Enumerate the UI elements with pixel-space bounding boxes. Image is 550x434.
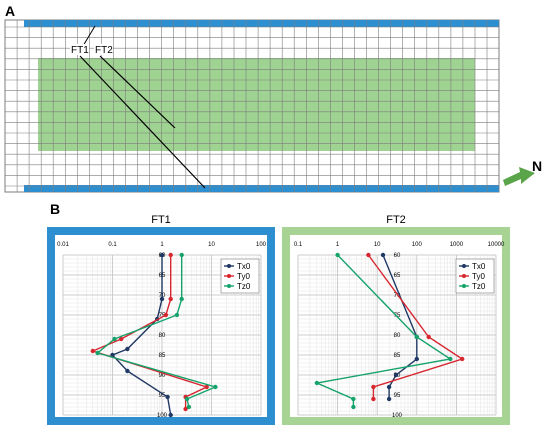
ft2-line-label: FT2 bbox=[95, 45, 113, 56]
legend-label: Ty0 bbox=[472, 272, 485, 281]
data-point-tz0 bbox=[448, 356, 453, 362]
data-point-ty0 bbox=[366, 252, 371, 258]
data-point-tx0 bbox=[414, 356, 419, 362]
legend-label: Tx0 bbox=[472, 262, 486, 271]
ft1-line-label: FT1 bbox=[71, 45, 89, 56]
data-point-ty0 bbox=[168, 252, 173, 258]
y-tick-label: 85 bbox=[159, 353, 166, 359]
data-point-tz0 bbox=[179, 252, 184, 258]
data-point-tx0 bbox=[159, 252, 165, 258]
data-point-tx0 bbox=[165, 394, 170, 400]
y-tick-label: 70 bbox=[394, 293, 401, 299]
ft2-label-bg bbox=[94, 44, 113, 55]
y-tick-label: 85 bbox=[394, 353, 401, 359]
x-tick-label: 0.1 bbox=[294, 242, 303, 248]
data-point-ty0 bbox=[371, 384, 376, 390]
legend-swatch-marker bbox=[462, 274, 466, 278]
data-point-tx0 bbox=[386, 396, 392, 402]
y-tick-label: 100 bbox=[392, 413, 403, 419]
x-tick-label: 10 bbox=[208, 242, 215, 248]
x-tick-label: 100 bbox=[256, 242, 267, 248]
data-point-tz0 bbox=[186, 404, 192, 410]
y-tick-label: 60 bbox=[394, 253, 401, 259]
data-point-tz0 bbox=[184, 396, 190, 402]
data-point-ty0 bbox=[119, 336, 124, 342]
ft1-line bbox=[79, 55, 206, 189]
data-point-tx0 bbox=[110, 352, 115, 358]
data-point-ty0 bbox=[168, 296, 173, 302]
ft1-chart-title: FT1 bbox=[151, 214, 171, 226]
north-label: N bbox=[532, 158, 542, 174]
data-point-tz0 bbox=[351, 404, 356, 410]
data-point-tx0 bbox=[125, 346, 130, 352]
legend-label: Tz0 bbox=[237, 282, 251, 291]
data-point-tz0 bbox=[179, 296, 184, 302]
y-tick-label: 65 bbox=[394, 273, 401, 279]
panel-b-label: B bbox=[50, 201, 61, 217]
data-point-tz0 bbox=[112, 336, 117, 342]
data-point-ty0 bbox=[204, 384, 209, 390]
data-point-tz0 bbox=[314, 380, 320, 386]
data-point-tz0 bbox=[351, 396, 356, 402]
x-tick-label: 10 bbox=[374, 242, 381, 248]
y-tick-label: 80 bbox=[159, 333, 166, 339]
legend-swatch-marker bbox=[462, 264, 466, 268]
y-tick-label: 100 bbox=[157, 413, 168, 419]
data-point-tz0 bbox=[95, 350, 100, 356]
data-point-tx0 bbox=[159, 296, 165, 302]
y-tick-label: 80 bbox=[394, 333, 401, 339]
x-tick-label: 0.1 bbox=[108, 242, 117, 248]
panel-a-label: A bbox=[5, 3, 15, 19]
data-point-ty0 bbox=[426, 334, 431, 340]
data-point-ty0 bbox=[460, 356, 465, 362]
ft1-label-bg bbox=[70, 44, 89, 55]
legend-swatch-marker bbox=[462, 284, 466, 288]
ft2-chart: 0.11101001000100006065707580859095100Tx0… bbox=[282, 227, 510, 425]
data-point-tz0 bbox=[213, 384, 218, 390]
data-point-tx0 bbox=[125, 368, 130, 374]
x-tick-label: 1 bbox=[336, 242, 340, 248]
x-tick-label: 1 bbox=[160, 242, 164, 248]
y-tick-label: 95 bbox=[394, 393, 401, 399]
data-point-ty0 bbox=[163, 312, 169, 318]
site-grid bbox=[4, 20, 500, 192]
x-tick-label: 100 bbox=[412, 242, 423, 248]
panel-a-site-map: A FT1 FT2 N bbox=[4, 3, 542, 193]
series-line-tx0 bbox=[111, 255, 172, 416]
blue-strip-top bbox=[24, 20, 499, 27]
data-point-tz0 bbox=[414, 334, 419, 340]
legend-swatch-marker bbox=[227, 264, 231, 268]
legend-label: Tz0 bbox=[472, 282, 486, 291]
north-arrow-icon bbox=[503, 167, 535, 186]
ft1-label-leader bbox=[82, 25, 96, 47]
data-point-tx0 bbox=[393, 372, 399, 378]
ft2-line bbox=[99, 55, 176, 129]
x-tick-label: 0.01 bbox=[57, 242, 69, 248]
data-point-tx0 bbox=[168, 412, 173, 418]
x-tick-label: 1000 bbox=[450, 242, 464, 248]
y-tick-label: 75 bbox=[159, 313, 166, 319]
blue-strip-bottom bbox=[24, 185, 499, 192]
legend-swatch-marker bbox=[227, 284, 231, 288]
data-point-tz0 bbox=[335, 252, 340, 258]
y-tick-label: 90 bbox=[159, 373, 166, 379]
ft1-chart: 0.010.11101006065707580859095100Tx0Ty0Tz… bbox=[47, 227, 275, 425]
green-zone bbox=[38, 58, 475, 151]
data-point-tx0 bbox=[386, 384, 392, 390]
ft2-chart-title: FT2 bbox=[386, 214, 406, 226]
series-line-tz0 bbox=[96, 255, 218, 408]
data-point-tz0 bbox=[174, 312, 180, 318]
legend-label: Ty0 bbox=[237, 272, 250, 281]
x-tick-label: 10000 bbox=[488, 242, 505, 248]
legend-swatch-marker bbox=[227, 274, 231, 278]
data-point-ty0 bbox=[183, 406, 188, 412]
data-point-tx0 bbox=[380, 252, 386, 258]
data-point-ty0 bbox=[90, 348, 95, 354]
y-tick-label: 95 bbox=[159, 393, 166, 399]
legend-label: Tx0 bbox=[237, 262, 251, 271]
data-point-ty0 bbox=[371, 396, 376, 402]
